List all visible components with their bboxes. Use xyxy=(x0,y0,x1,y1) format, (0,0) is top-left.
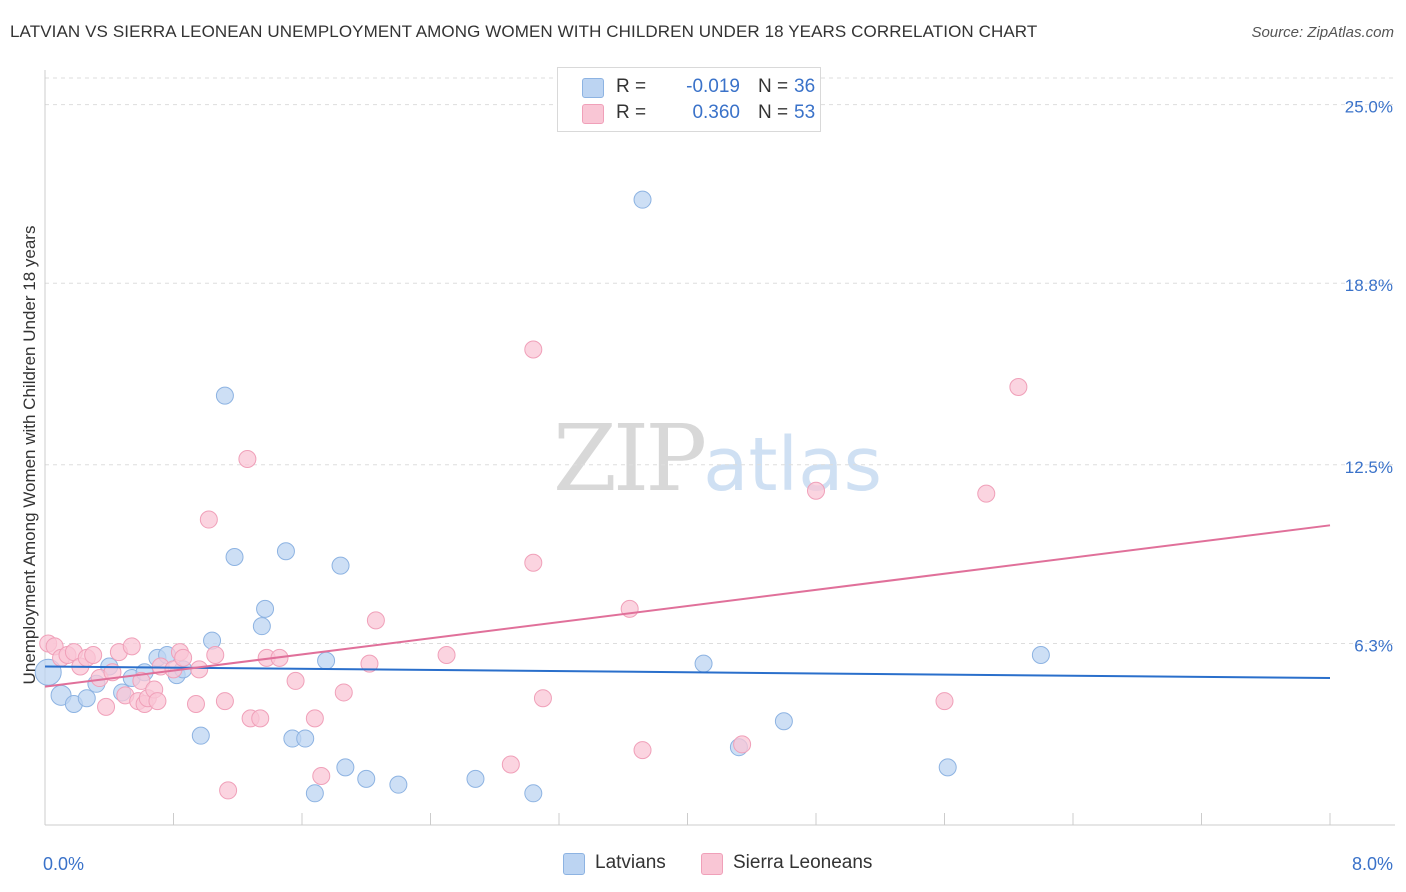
point-sierra-leoneans xyxy=(122,637,141,656)
point-latvians xyxy=(276,542,295,561)
point-latvians xyxy=(252,617,271,636)
point-sierra-leoneans xyxy=(524,553,543,572)
point-sierra-leoneans xyxy=(174,648,193,667)
point-sierra-leoneans xyxy=(305,709,324,728)
trendline-latvians xyxy=(44,665,1331,680)
x-tick-label: 8.0% xyxy=(1352,854,1393,874)
point-sierra-leoneans xyxy=(148,692,167,711)
legend-r-label: R = xyxy=(616,76,647,97)
point-sierra-leoneans xyxy=(206,645,225,664)
point-sierra-leoneans xyxy=(286,671,305,690)
source-label: Source: ZipAtlas.com xyxy=(1251,24,1394,41)
point-sierra-leoneans xyxy=(533,689,552,708)
point-latvians xyxy=(77,689,96,708)
bottom-legend-label-latvians: Latvians xyxy=(595,852,666,873)
point-latvians xyxy=(774,712,793,731)
point-latvians xyxy=(694,654,713,673)
point-sierra-leoneans xyxy=(251,709,270,728)
bottom-legend-swatch-sierra-leoneans xyxy=(701,853,723,875)
legend-n-value-latvians: 36 xyxy=(794,76,816,97)
point-latvians xyxy=(1031,645,1050,664)
point-latvians xyxy=(256,599,275,618)
point-sierra-leoneans xyxy=(437,645,456,664)
point-sierra-leoneans xyxy=(733,735,752,754)
point-latvians xyxy=(633,190,652,209)
point-latvians xyxy=(191,726,210,745)
legend-n-value-sierra-leoneans: 53 xyxy=(794,102,816,123)
y-tick-label: 18.8% xyxy=(1345,276,1393,295)
point-latvians xyxy=(336,758,355,777)
legend-swatch-sierra-leoneans xyxy=(582,104,604,124)
y-tick-label: 25.0% xyxy=(1345,98,1393,117)
point-sierra-leoneans xyxy=(366,611,385,630)
point-latvians xyxy=(938,758,957,777)
point-latvians xyxy=(466,769,485,788)
point-sierra-leoneans xyxy=(633,741,652,760)
bottom-legend-label-sierra-leoneans: Sierra Leoneans xyxy=(733,852,873,873)
point-sierra-leoneans xyxy=(1009,377,1028,396)
trendline-sierra-leoneans xyxy=(44,524,1331,688)
point-sierra-leoneans xyxy=(334,683,353,702)
point-latvians xyxy=(389,775,408,794)
y-tick-label: 12.5% xyxy=(1345,458,1393,477)
x-tick-label: 0.0% xyxy=(43,854,84,874)
point-latvians xyxy=(225,548,244,567)
point-sierra-leoneans xyxy=(186,694,205,713)
point-latvians xyxy=(317,651,336,670)
point-sierra-leoneans xyxy=(97,697,116,716)
legend-r-value-sierra-leoneans: 0.360 xyxy=(692,102,740,123)
point-sierra-leoneans xyxy=(199,510,218,529)
point-sierra-leoneans xyxy=(190,660,209,679)
point-sierra-leoneans xyxy=(215,692,234,711)
point-sierra-leoneans xyxy=(524,340,543,359)
legend-n-label: N = xyxy=(758,102,789,123)
point-latvians xyxy=(215,386,234,405)
legend-n-label: N = xyxy=(758,76,789,97)
y-axis-label: Unemployment Among Women with Children U… xyxy=(20,225,39,685)
watermark: ZIPatlas xyxy=(553,405,882,512)
point-sierra-leoneans xyxy=(935,692,954,711)
point-sierra-leoneans xyxy=(132,671,151,690)
point-sierra-leoneans xyxy=(84,645,103,664)
point-latvians xyxy=(331,556,350,575)
point-latvians xyxy=(524,784,543,803)
point-sierra-leoneans xyxy=(360,654,379,673)
watermark-zip: ZIP xyxy=(553,405,707,512)
y-tick-label: 6.3% xyxy=(1354,636,1393,655)
point-sierra-leoneans xyxy=(219,781,238,800)
legend-swatch-latvians xyxy=(582,78,604,98)
legend-r-value-latvians: -0.019 xyxy=(686,76,740,97)
point-sierra-leoneans xyxy=(501,755,520,774)
correlation-legend: R = -0.019 N = 36 R = 0.360 N = 53 xyxy=(557,67,821,132)
legend-r-label: R = xyxy=(616,102,647,123)
point-latvians xyxy=(357,769,376,788)
point-sierra-leoneans xyxy=(312,767,331,786)
point-latvians xyxy=(296,729,315,748)
point-sierra-leoneans xyxy=(977,484,996,503)
bottom-legend-swatch-latvians xyxy=(563,853,585,875)
point-sierra-leoneans xyxy=(238,450,257,469)
point-latvians xyxy=(305,784,324,803)
chart-title: LATVIAN VS SIERRA LEONEAN UNEMPLOYMENT A… xyxy=(10,22,1038,41)
point-sierra-leoneans xyxy=(807,481,825,500)
